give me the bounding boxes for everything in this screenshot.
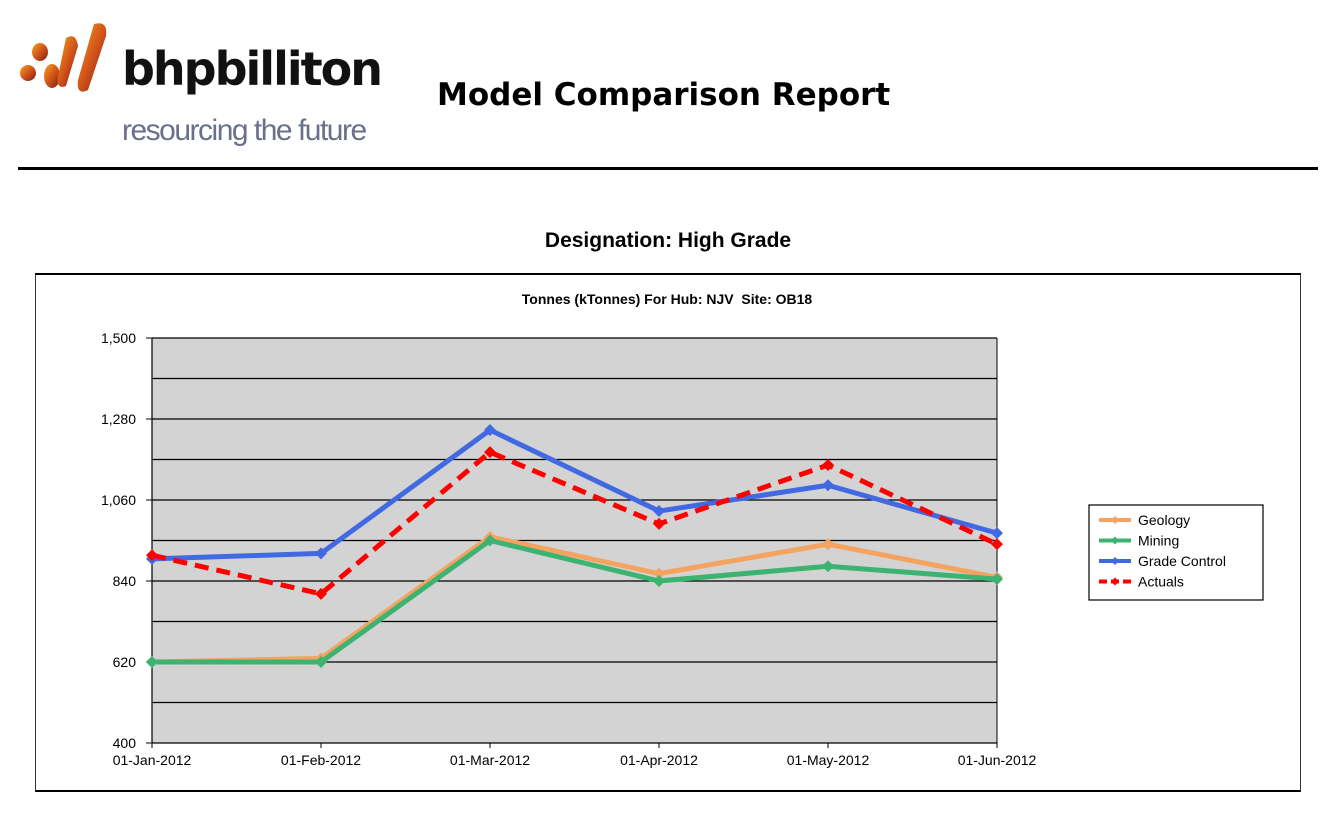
data-point [991, 573, 1003, 586]
legend-item-grade-control: Grade Control [1099, 553, 1226, 569]
series-mining [146, 534, 1003, 668]
series-line-actuals [151, 449, 999, 597]
brand-tagline: resourcing the future [122, 114, 367, 147]
data-point [653, 567, 665, 580]
x-tick-label: 01-Apr-2012 [620, 752, 698, 768]
data-point [822, 479, 834, 492]
series-line-geology [151, 534, 998, 665]
data-point [822, 459, 834, 472]
chart-frame [35, 273, 1301, 792]
data-point [315, 547, 327, 560]
data-point [315, 587, 327, 600]
legend-marker [1111, 557, 1119, 565]
data-point [146, 656, 158, 668]
data-point [653, 505, 665, 518]
series-actuals [146, 446, 1003, 600]
grid-lines [152, 337, 997, 704]
y-axis-ticks: 400 620 840 1,060 1,280 1,500 [101, 330, 152, 751]
legend-marker [1111, 536, 1119, 545]
data-point [822, 538, 834, 551]
y-tick-label: 1,280 [101, 411, 136, 427]
legend-marker [1111, 577, 1119, 586]
data-point [991, 538, 1003, 551]
legend-item-geology: Geology [1099, 512, 1190, 528]
logo-mark [20, 23, 107, 92]
brand-name: bhpbilliton [122, 42, 383, 96]
legend: Geology Mining Grade Control Actuals [1088, 504, 1264, 601]
x-axis-ticks: 01-Jan-2012 01-Feb-2012 01-Mar-2012 01-Apr-… [113, 743, 1037, 768]
y-tick-label: 1,500 [101, 330, 136, 346]
legend-label: Grade Control [1138, 553, 1226, 569]
data-point [653, 575, 665, 587]
legend-label: Geology [1138, 512, 1190, 528]
legend-label: Mining [1138, 533, 1179, 549]
y-tick-label: 400 [113, 735, 137, 751]
legend-item-actuals: Actuals [1099, 574, 1184, 590]
x-tick-label: 01-May-2012 [787, 752, 870, 768]
series-line-mining [152, 538, 998, 665]
header-divider [18, 167, 1318, 170]
designation-heading: Designation: High Grade [544, 229, 792, 252]
x-tick-label: 01-Jan-2012 [113, 752, 192, 768]
data-point [484, 424, 496, 437]
x-tick-label: 01-Mar-2012 [450, 752, 530, 768]
legend-label: Actuals [1138, 574, 1184, 590]
legend-item-mining: Mining [1099, 533, 1179, 549]
data-point [315, 656, 327, 668]
y-tick-label: 840 [113, 573, 137, 589]
data-point [146, 549, 158, 562]
x-tick-label: 01-Jun-2012 [958, 752, 1037, 768]
data-point [653, 517, 665, 530]
series-group [146, 424, 1003, 668]
data-point [822, 560, 834, 573]
x-tick-label: 01-Feb-2012 [281, 752, 361, 768]
y-tick-label: 620 [113, 654, 137, 670]
bhp-billiton-logo [16, 20, 356, 160]
y-tick-label: 1,060 [101, 492, 136, 508]
data-point [484, 534, 496, 547]
chart-title: Tonnes (kTonnes) For Hub: NJV Site: OB18 [522, 291, 813, 307]
series-line-grade-control [151, 427, 998, 562]
report-title: Model Comparison Report [437, 77, 891, 113]
legend-marker [1111, 516, 1119, 524]
data-point [484, 446, 496, 459]
data-point [991, 527, 1003, 540]
